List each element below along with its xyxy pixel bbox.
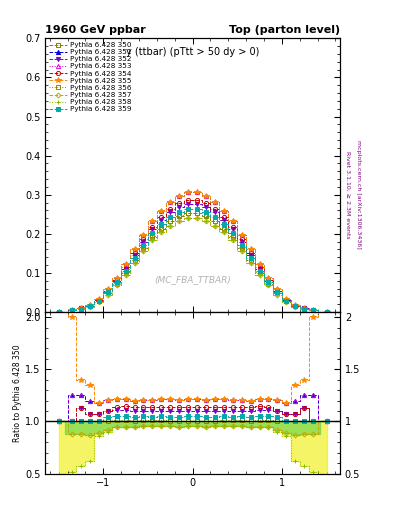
Text: Rivet 3.1.10, ≥ 2.3M events: Rivet 3.1.10, ≥ 2.3M events — [345, 151, 350, 239]
Legend: Pythia 6.428 350, Pythia 6.428 351, Pythia 6.428 352, Pythia 6.428 353, Pythia 6: Pythia 6.428 350, Pythia 6.428 351, Pyth… — [48, 40, 133, 114]
Text: mcplots.cern.ch [arXiv:1306.3436]: mcplots.cern.ch [arXiv:1306.3436] — [356, 140, 361, 249]
Y-axis label: Ratio to Pythia 6.428 350: Ratio to Pythia 6.428 350 — [13, 344, 22, 441]
Text: y (ttbar) (pTtt > 50 dy > 0): y (ttbar) (pTtt > 50 dy > 0) — [126, 47, 259, 57]
Text: Top (parton level): Top (parton level) — [229, 25, 340, 35]
Text: (MC_FBA_TTBAR): (MC_FBA_TTBAR) — [154, 274, 231, 284]
Text: 1960 GeV ppbar: 1960 GeV ppbar — [45, 25, 146, 35]
